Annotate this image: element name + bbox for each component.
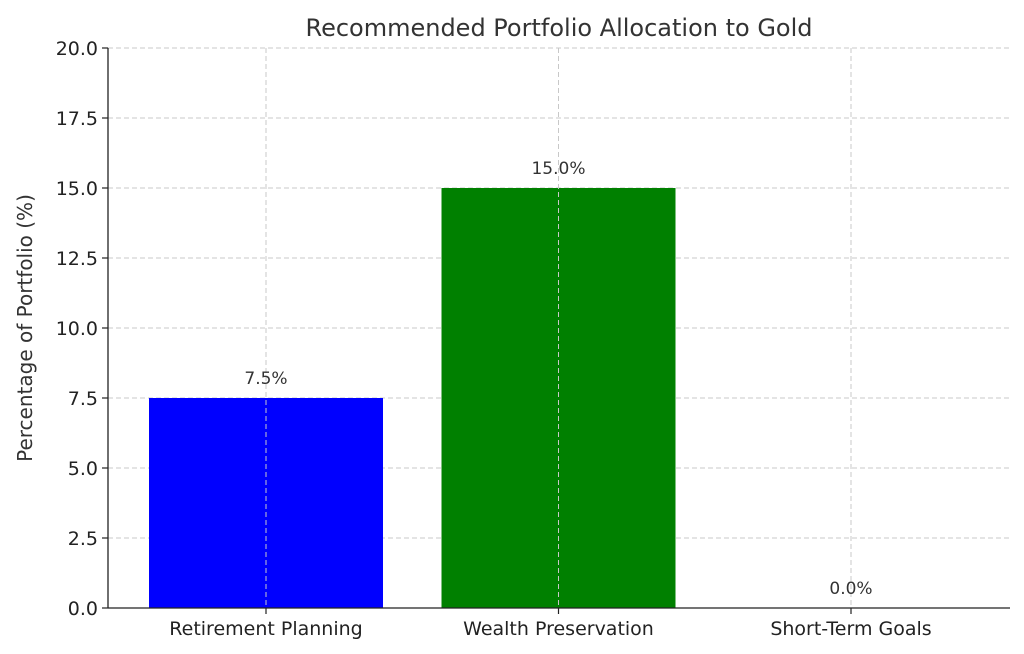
y-tick-label: 20.0 — [56, 38, 98, 60]
y-tick-label: 17.5 — [56, 108, 98, 130]
y-tick-label: 0.0 — [68, 598, 98, 620]
axes — [102, 47, 1010, 614]
y-tick-label: 12.5 — [56, 248, 98, 270]
data-label: 0.0% — [829, 579, 872, 599]
y-tick-label: 15.0 — [56, 178, 98, 200]
y-tick-label: 2.5 — [68, 528, 98, 550]
data-label: 7.5% — [244, 369, 287, 389]
x-tick-label: Retirement Planning — [169, 618, 362, 640]
x-tick-label: Wealth Preservation — [463, 618, 654, 640]
x-tick-label: Short-Term Goals — [770, 618, 931, 640]
y-tick-label: 5.0 — [68, 458, 98, 480]
tick-labels: 0.0 2.5 5.0 7.5 10.0 12.5 15.0 17.5 20.0 7.5% Reti… — [56, 38, 932, 640]
y-tick-label: 10.0 — [56, 318, 98, 340]
bars — [149, 48, 852, 608]
chart-title: Recommended Portfolio Allocation to Gold — [305, 14, 812, 42]
y-tick-label: 7.5 — [68, 388, 98, 410]
data-label: 15.0% — [531, 159, 585, 179]
y-axis-label: Percentage of Portfolio (%) — [13, 194, 37, 462]
